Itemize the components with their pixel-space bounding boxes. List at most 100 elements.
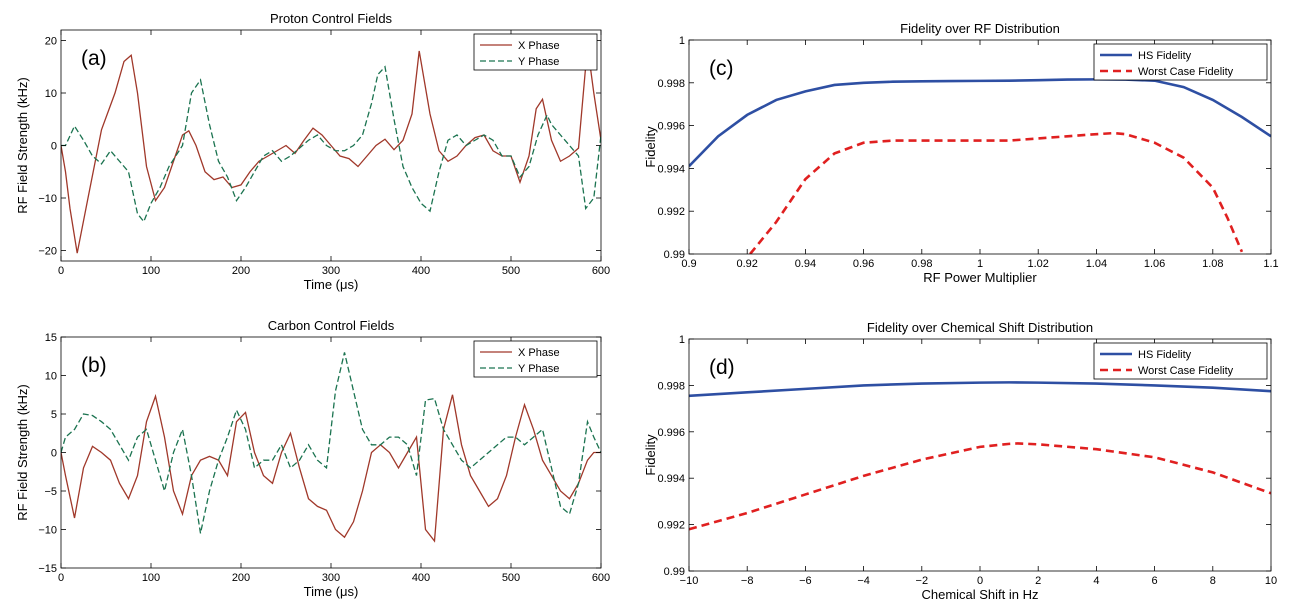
x-tick-label: 1.02 xyxy=(1027,258,1048,270)
x-tick-label: 200 xyxy=(232,265,250,277)
x-axis-label: Chemical Shift in Hz xyxy=(921,587,1038,599)
x-tick-label: 0 xyxy=(977,575,983,587)
x-tick-label: 0.92 xyxy=(736,258,757,270)
y-tick-label: 0.99 xyxy=(664,566,685,578)
x-tick-label: 100 xyxy=(142,265,160,277)
x-tick-label: −8 xyxy=(741,575,754,587)
y-tick-label: 0.996 xyxy=(657,427,685,439)
x-tick-label: 8 xyxy=(1210,575,1216,587)
legend-entry: X Phase xyxy=(518,40,560,52)
chart-title: Proton Control Fields xyxy=(270,11,393,26)
series-line-first xyxy=(61,45,601,254)
x-tick-label: 300 xyxy=(322,572,340,584)
legend-entry: Y Phase xyxy=(518,363,559,375)
legend-box xyxy=(473,340,598,378)
legend: X Phase Y Phase xyxy=(473,340,598,378)
x-tick-label: 0.98 xyxy=(911,258,932,270)
legend-entry: HS Fidelity xyxy=(1138,50,1192,62)
x-tick-label: 0 xyxy=(58,572,64,584)
legend-entry: HS Fidelity xyxy=(1138,349,1192,361)
x-tick-label: 2 xyxy=(1035,575,1041,587)
series-line-first xyxy=(61,393,601,543)
x-tick-label: 4 xyxy=(1093,575,1099,587)
y-tick-label: 0.994 xyxy=(657,473,685,485)
chart-c: 0.9 0.92 0.94 0.96 0.98 1 1.02 1.04 1.06 1.08 1.1 0… xyxy=(643,21,1279,285)
y-axis-label: RF Field Strength (kHz) xyxy=(15,77,30,214)
x-tick-label: 10 xyxy=(1265,575,1277,587)
x-tick-label: 0.9 xyxy=(681,258,696,270)
y-axis-label: Fidelity xyxy=(643,126,658,168)
x-tick-label: 500 xyxy=(502,572,520,584)
y-tick-label: 10 xyxy=(45,371,57,383)
y-tick-label: 20 xyxy=(45,36,57,48)
x-tick-label: 300 xyxy=(322,265,340,277)
series-line-second xyxy=(61,65,601,223)
chart-a: 0 100 200 300 400 500 600 −20 −10 0 10 20 Proton Con… xyxy=(15,11,610,292)
legend-box xyxy=(1093,342,1268,380)
x-tick-label: 1.04 xyxy=(1086,258,1107,270)
panel-label: (c) xyxy=(709,57,734,80)
x-tick-label: −6 xyxy=(799,575,812,587)
y-axis-label: RF Field Strength (kHz) xyxy=(15,384,30,521)
x-tick-label: 6 xyxy=(1152,575,1158,587)
y-tick-label: −5 xyxy=(44,486,57,498)
chart-b: 0 100 200 300 400 500 600 −15 −10 −5 0 5 10 15 Carbon … xyxy=(15,318,610,599)
x-tick-label: 1.1 xyxy=(1263,258,1278,270)
x-tick-label: 400 xyxy=(412,265,430,277)
x-tick-label: 0.96 xyxy=(853,258,874,270)
y-tick-label: −15 xyxy=(38,563,57,575)
y-tick-label: 0 xyxy=(51,448,57,460)
panel-label: (a) xyxy=(81,47,107,70)
x-tick-label: 200 xyxy=(232,572,250,584)
legend-entry: Worst Case Fidelity xyxy=(1138,365,1234,377)
chart-d: −10 −8 −6 −4 −2 0 2 4 6 8 10 0.99 0.992 0.994 0.996 0.9… xyxy=(643,320,1277,599)
legend: X Phase Y Phase xyxy=(473,33,598,71)
x-tick-label: 600 xyxy=(592,265,610,277)
y-tick-label: −20 xyxy=(38,246,57,258)
series-line-first xyxy=(689,78,1271,168)
y-tick-label: 0 xyxy=(51,141,57,153)
legend-entry: X Phase xyxy=(518,347,560,359)
x-tick-label: 0.94 xyxy=(795,258,816,270)
y-tick-label: 15 xyxy=(45,332,57,344)
x-axis-label: RF Power Multiplier xyxy=(923,270,1037,285)
y-tick-label: 0.996 xyxy=(657,121,685,133)
x-tick-label: 400 xyxy=(412,572,430,584)
y-tick-label: 0.998 xyxy=(657,78,685,90)
chart-title: Fidelity over Chemical Shift Distributio… xyxy=(867,320,1093,335)
x-tick-label: 100 xyxy=(142,572,160,584)
series-line-second xyxy=(689,442,1271,531)
x-tick-label: −4 xyxy=(857,575,870,587)
legend-entry: Y Phase xyxy=(518,56,559,68)
chart-title: Carbon Control Fields xyxy=(268,318,395,333)
series-line-first xyxy=(689,381,1271,398)
y-tick-label: 10 xyxy=(45,88,57,100)
x-axis-label: Time (μs) xyxy=(304,584,359,599)
legend: HS Fidelity Worst Case Fidelity xyxy=(1093,342,1268,380)
x-tick-label: 1.06 xyxy=(1144,258,1165,270)
y-tick-label: 0.99 xyxy=(664,249,685,261)
y-tick-label: 1 xyxy=(679,334,685,346)
y-axis-label: Fidelity xyxy=(643,434,658,476)
y-tick-label: 1 xyxy=(679,35,685,47)
legend-box xyxy=(473,33,598,71)
legend-box xyxy=(1093,43,1268,81)
legend-entry: Worst Case Fidelity xyxy=(1138,66,1234,78)
x-tick-label: 1.08 xyxy=(1202,258,1223,270)
y-tick-label: 0.992 xyxy=(657,520,685,532)
panel-label: (d) xyxy=(709,356,735,379)
x-tick-label: 600 xyxy=(592,572,610,584)
y-tick-label: 5 xyxy=(51,409,57,421)
y-tick-label: 0.998 xyxy=(657,380,685,392)
series-line-second xyxy=(61,352,601,534)
x-tick-label: −2 xyxy=(916,575,929,587)
x-tick-label: −10 xyxy=(680,575,699,587)
series-line-second xyxy=(749,131,1244,254)
x-tick-label: 0 xyxy=(58,265,64,277)
legend: HS Fidelity Worst Case Fidelity xyxy=(1093,43,1268,81)
y-tick-label: 0.994 xyxy=(657,163,685,175)
y-tick-label: −10 xyxy=(38,193,57,205)
x-tick-label: 500 xyxy=(502,265,520,277)
chart-title: Fidelity over RF Distribution xyxy=(900,21,1060,36)
